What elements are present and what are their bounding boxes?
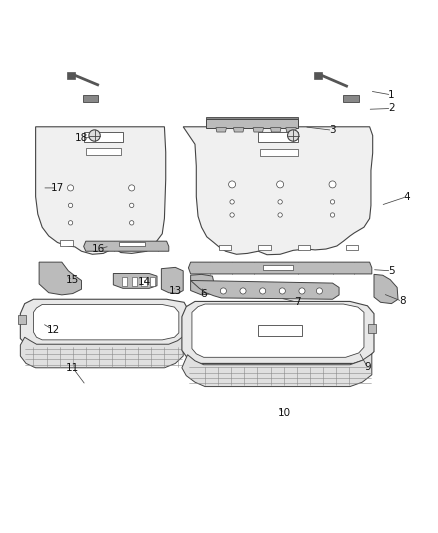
Polygon shape xyxy=(271,128,281,132)
Bar xyxy=(67,72,75,79)
Circle shape xyxy=(278,213,283,217)
Circle shape xyxy=(89,130,100,141)
Text: 10: 10 xyxy=(278,408,291,418)
Polygon shape xyxy=(192,304,364,357)
Polygon shape xyxy=(188,262,372,274)
Text: 4: 4 xyxy=(403,192,410,201)
Polygon shape xyxy=(183,127,373,255)
Circle shape xyxy=(220,288,226,294)
Bar xyxy=(60,240,73,246)
Bar xyxy=(258,326,302,336)
Text: 9: 9 xyxy=(364,362,371,372)
Bar xyxy=(314,72,321,79)
Text: 11: 11 xyxy=(66,363,79,373)
Bar xyxy=(297,245,310,250)
Circle shape xyxy=(329,181,336,188)
Circle shape xyxy=(299,288,305,294)
Text: 7: 7 xyxy=(294,297,301,308)
Text: 2: 2 xyxy=(388,103,395,114)
Bar xyxy=(263,265,293,270)
Polygon shape xyxy=(20,336,183,368)
Polygon shape xyxy=(233,128,244,132)
Bar xyxy=(258,245,271,250)
Circle shape xyxy=(129,185,135,191)
Bar xyxy=(86,148,121,155)
Text: 1: 1 xyxy=(388,90,395,100)
Text: 14: 14 xyxy=(138,277,152,287)
Polygon shape xyxy=(216,128,226,132)
Polygon shape xyxy=(374,274,398,304)
Polygon shape xyxy=(182,302,374,364)
Bar xyxy=(346,245,358,250)
Circle shape xyxy=(279,288,286,294)
Polygon shape xyxy=(206,117,297,119)
Bar xyxy=(18,316,26,324)
Polygon shape xyxy=(253,128,264,132)
Circle shape xyxy=(130,203,134,207)
Circle shape xyxy=(330,200,335,204)
Bar xyxy=(125,241,138,247)
Polygon shape xyxy=(84,241,169,251)
Text: 16: 16 xyxy=(92,244,106,254)
Circle shape xyxy=(68,221,73,225)
Bar xyxy=(83,95,98,102)
Bar xyxy=(132,277,137,286)
Bar xyxy=(261,149,297,156)
Polygon shape xyxy=(33,304,179,340)
Polygon shape xyxy=(35,127,166,254)
Text: 17: 17 xyxy=(51,183,64,193)
Circle shape xyxy=(229,181,236,188)
Circle shape xyxy=(330,213,335,217)
Circle shape xyxy=(288,130,299,141)
Text: 12: 12 xyxy=(46,325,60,335)
Polygon shape xyxy=(191,274,215,295)
Polygon shape xyxy=(286,128,296,132)
Bar xyxy=(150,277,155,286)
Bar xyxy=(141,277,147,286)
Text: 13: 13 xyxy=(169,286,182,296)
Text: 18: 18 xyxy=(75,133,88,143)
Polygon shape xyxy=(113,273,157,288)
Text: 15: 15 xyxy=(66,274,79,285)
Bar xyxy=(84,133,123,142)
Bar xyxy=(122,277,127,286)
Polygon shape xyxy=(182,354,372,386)
Text: 8: 8 xyxy=(399,296,406,306)
Bar xyxy=(343,95,359,102)
Circle shape xyxy=(260,288,266,294)
Bar xyxy=(368,324,376,333)
Text: 5: 5 xyxy=(388,266,395,276)
Circle shape xyxy=(68,203,73,207)
Circle shape xyxy=(230,213,234,217)
Bar xyxy=(119,242,145,246)
Circle shape xyxy=(278,200,283,204)
Circle shape xyxy=(67,185,74,191)
Polygon shape xyxy=(20,299,188,345)
Polygon shape xyxy=(206,119,297,128)
Polygon shape xyxy=(161,268,183,294)
Bar xyxy=(219,245,231,250)
Circle shape xyxy=(316,288,322,294)
Text: 6: 6 xyxy=(201,289,207,299)
Polygon shape xyxy=(191,280,339,299)
Text: 3: 3 xyxy=(329,125,336,135)
Circle shape xyxy=(230,200,234,204)
Circle shape xyxy=(277,181,284,188)
Circle shape xyxy=(130,221,134,225)
Circle shape xyxy=(240,288,246,294)
Polygon shape xyxy=(39,262,81,295)
Bar xyxy=(258,133,297,142)
